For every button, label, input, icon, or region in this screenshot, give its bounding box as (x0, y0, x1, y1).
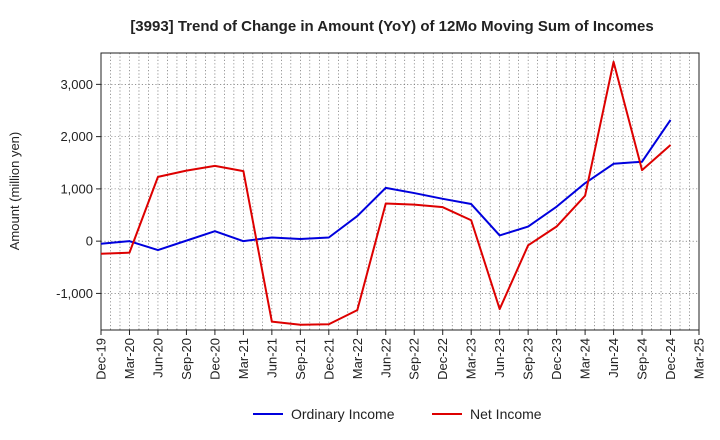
x-tick-label: Jun-20 (150, 338, 165, 378)
y-tick-label: 0 (86, 234, 93, 249)
x-tick-label: Jun-23 (492, 338, 507, 378)
x-tick-label: Jun-24 (606, 338, 621, 378)
y-tick-label: -1,000 (56, 286, 93, 301)
legend: Ordinary Income Net Income (253, 406, 542, 422)
x-tick-label: Mar-20 (122, 338, 137, 379)
x-tick-label: Mar-22 (350, 338, 365, 379)
x-tick-label: Dec-19 (94, 338, 109, 380)
y-axis-label: Amount (million yen) (7, 132, 22, 251)
x-tick-label: Mar-24 (578, 338, 593, 379)
series-line-ordinary-income (100, 119, 672, 252)
x-tick-label: Dec-21 (321, 338, 336, 380)
x-tick-label: Dec-22 (435, 338, 450, 380)
legend-label-ordinary-income: Ordinary Income (291, 406, 395, 422)
y-tick-label: 3,000 (60, 77, 93, 92)
series-line-net-income (100, 60, 672, 326)
x-tick-label: Sep-22 (407, 338, 422, 380)
x-tick-label: Jun-22 (378, 338, 393, 378)
x-tick-label: Mar-21 (236, 338, 251, 379)
x-tick-label: Mar-23 (464, 338, 479, 379)
y-tick-label: 1,000 (60, 181, 93, 196)
y-tick-label: 2,000 (60, 129, 93, 144)
x-tick-label: Dec-23 (549, 338, 564, 380)
x-tick-label: Sep-20 (179, 338, 194, 380)
y-axis-ticks: -1,000 0 1,000 2,000 3,000 (56, 77, 101, 301)
x-tick-label: Dec-20 (207, 338, 222, 380)
chart-title: [3993] Trend of Change in Amount (YoY) o… (130, 18, 653, 35)
x-tick-label: Jun-21 (264, 338, 279, 378)
plot-area (100, 52, 700, 331)
series (100, 60, 672, 326)
x-tick-label: Sep-23 (521, 338, 536, 380)
grid (100, 53, 700, 330)
x-tick-label: Sep-21 (293, 338, 308, 380)
x-tick-label: Dec-24 (663, 338, 678, 380)
x-tick-label: Mar-25 (692, 338, 707, 379)
x-axis-ticks: Dec-19 Mar-20 Jun-20 Sep-20 Dec-20 Mar-21 Jun-… (94, 330, 707, 380)
x-tick-label: Sep-24 (635, 338, 650, 380)
legend-label-net-income: Net Income (470, 406, 542, 422)
